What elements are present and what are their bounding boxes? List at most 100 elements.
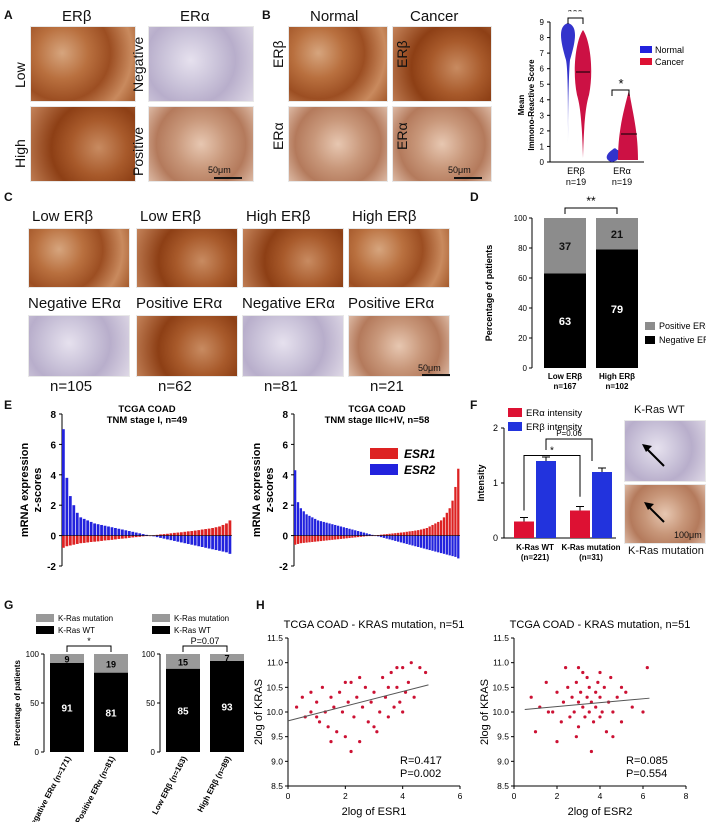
g-right-value-mutation: 15 [178, 657, 188, 667]
e-left-bar-esr1 [131, 535, 135, 538]
h-right-point [596, 680, 600, 684]
e-right-bar-esr2 [325, 522, 328, 536]
b-violin-ytick-label: 7 [540, 49, 545, 58]
e-left-bar-esr2 [207, 535, 211, 549]
b-violin-sig-1: *** [567, 10, 582, 19]
h-right-point [594, 705, 598, 709]
e-left-bar-esr1 [103, 535, 107, 541]
h-right-stat-r: R=0.085 [626, 755, 668, 767]
b-violin-sig-2: * [618, 76, 623, 91]
c-scale-label: 50μm [418, 363, 441, 373]
h-right-xtick-label: 8 [684, 791, 689, 801]
e-left-bar-esr2 [218, 535, 221, 551]
e-right-ylabel-2: z-scores [264, 468, 276, 513]
e-left-bar-esr2 [141, 534, 145, 536]
b-cancer-era-label: ERα [394, 122, 410, 150]
c-top-label: Low ERβ [140, 208, 202, 225]
h-right-point [619, 685, 624, 689]
h-left-point [360, 705, 365, 709]
e-left-bar-esr1 [169, 533, 173, 536]
e-right-bar-esr1 [425, 528, 428, 536]
e-left-bar-esr1 [68, 535, 72, 546]
h-left-ytick-label: 11.5 [267, 633, 283, 643]
g-left-ylabel: Percentage of patients [13, 660, 22, 746]
e-right-bar-esr2 [351, 529, 354, 536]
g-right-bar-mutation [210, 654, 244, 661]
h-right-point [645, 666, 649, 670]
b-violin-ylabel-1: Mean [517, 95, 526, 116]
g-left-legend-mutation-swatch [36, 614, 54, 622]
h-left-point [329, 740, 333, 744]
h-left-point [349, 749, 353, 754]
e-left-bar-esr1 [179, 532, 183, 536]
e-left-bar-esr1 [155, 534, 159, 536]
b-violin-ytick-label: 9 [540, 18, 545, 27]
b-cancer-title: Cancer [410, 8, 459, 25]
e-right-bar-esr1 [365, 535, 368, 537]
f-image-kras-wt [624, 420, 706, 482]
d-sig-bracket [564, 207, 618, 214]
e-left-bar-esr1 [176, 532, 180, 536]
e-left-bar-esr2 [107, 526, 110, 536]
f-image-title-wt: K-Ras WT [634, 404, 685, 416]
h-right-ylabel: 2log of KRAS [479, 679, 491, 745]
h-right-point [598, 670, 602, 675]
h-right-point [591, 720, 596, 724]
h-scatter-esr2: TCGA COAD - KRAS mutation, n=51 8.5 9.0 9.5… [479, 619, 691, 818]
panel-label-f: F [470, 398, 478, 412]
h-left-ylabel: 2log of KRAS [253, 679, 265, 745]
h-right-point [609, 675, 613, 680]
e-right-bar-esr2 [411, 535, 414, 546]
f-legend-era-swatch [508, 408, 522, 417]
b-violin-legend-normal-swatch [640, 46, 652, 53]
h-right-point [594, 690, 598, 694]
e-left-bar-esr2 [86, 520, 90, 536]
e-right-bar-esr2 [356, 531, 360, 536]
e-right-legend-esr2-swatch [370, 464, 398, 475]
e-left-bar-esr2 [117, 528, 121, 536]
h-left-point [386, 685, 390, 689]
h-right-point [564, 666, 568, 670]
h-right-ytick-label: 11.0 [493, 658, 509, 668]
e-right-bar-esr2 [448, 535, 451, 556]
e-right-bar-esr2 [336, 525, 340, 536]
e-left-ylabel-2: z-scores [32, 468, 44, 513]
h-left-point [315, 700, 319, 704]
h-left-point [392, 705, 396, 709]
h-right-point [583, 715, 587, 719]
e-left-bar-esr1 [214, 527, 218, 536]
b-violin-ytick-label: 3 [540, 111, 545, 120]
h-left-point [355, 695, 359, 699]
h-right-title: TCGA COAD - KRAS mutation, n=51 [510, 619, 691, 631]
h-left-point [332, 705, 336, 709]
e-right-bar-esr2 [422, 535, 426, 549]
e-right-bar-esr2 [354, 530, 357, 536]
e-right-bar-esr1 [457, 468, 460, 536]
e-right-bar-esr1 [334, 535, 337, 540]
d-value-positive: 21 [611, 229, 623, 241]
e-right-bar-esr1 [377, 534, 380, 536]
e-right-ytick-label: 0 [282, 532, 288, 543]
c-image-top [242, 228, 344, 288]
h-left-point [309, 690, 313, 694]
e-left-bar-esr1 [75, 535, 79, 544]
e-left-bar-esr2 [228, 535, 232, 554]
e-right-bar-esr2 [405, 535, 408, 544]
h-left-point [358, 740, 362, 744]
e-right-bar-esr1 [362, 535, 365, 537]
e-right-bar-esr1 [379, 534, 383, 536]
e-left-bar-esr2 [176, 535, 180, 542]
h-right-point [576, 725, 581, 729]
f-ytick-label: 1 [493, 478, 498, 488]
d-xtick-n: n=102 [606, 382, 629, 391]
h-right-ytick-label: 8.5 [497, 781, 509, 791]
e-right-bar-esr2 [331, 524, 334, 536]
e-right-bar-esr2 [371, 534, 374, 536]
e-right-bar-esr2 [308, 515, 311, 536]
b-violin-legend-cancer-swatch [640, 58, 652, 65]
e-left-bar-esr1 [186, 531, 190, 536]
e-right-bar-esr2 [419, 535, 423, 548]
c-n-label: n=81 [264, 378, 298, 395]
e-left-title-1: TCGA COAD [118, 404, 175, 415]
g-right-bar-wt [210, 660, 244, 752]
